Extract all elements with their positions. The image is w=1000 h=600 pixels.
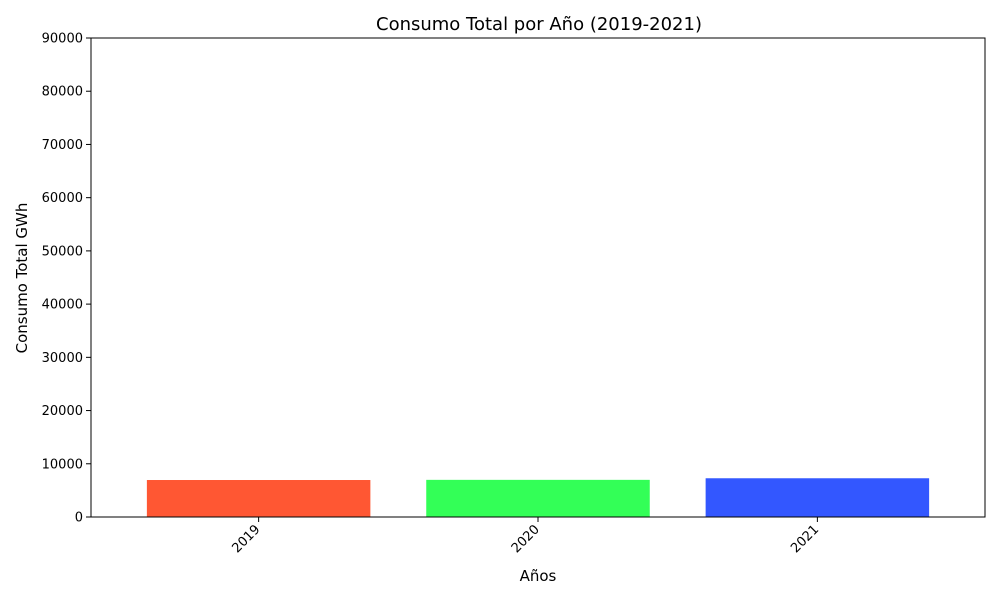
y-tick-label: 0 xyxy=(75,511,83,526)
x-tick-label: 2020 xyxy=(509,522,543,556)
y-tick-label: 60000 xyxy=(42,191,83,206)
y-tick-label: 40000 xyxy=(42,298,83,313)
x-tick-label: 2019 xyxy=(229,522,263,556)
bar-2019 xyxy=(146,480,371,517)
y-tick-label: 50000 xyxy=(42,244,83,259)
bar-2020 xyxy=(426,479,650,517)
x-tick-label: 2021 xyxy=(788,522,822,556)
bar-2021 xyxy=(705,478,930,517)
y-tick-label: 10000 xyxy=(42,457,83,472)
plot-area: 0 10000 20000 30000 40000 50000 60000 70000 8000… xyxy=(42,32,930,556)
chart-title: Consumo Total por Año (2019-2021) xyxy=(376,14,702,35)
y-tick-label: 90000 xyxy=(42,32,83,47)
y-tick-label: 30000 xyxy=(42,351,83,366)
y-tick-label: 70000 xyxy=(42,138,83,153)
y-tick-label: 20000 xyxy=(42,404,83,419)
y-axis-label: Consumo Total GWh xyxy=(13,203,31,354)
x-axis-label: Años xyxy=(520,567,557,585)
y-tick-label: 80000 xyxy=(42,85,83,100)
plot-frame xyxy=(90,37,986,518)
